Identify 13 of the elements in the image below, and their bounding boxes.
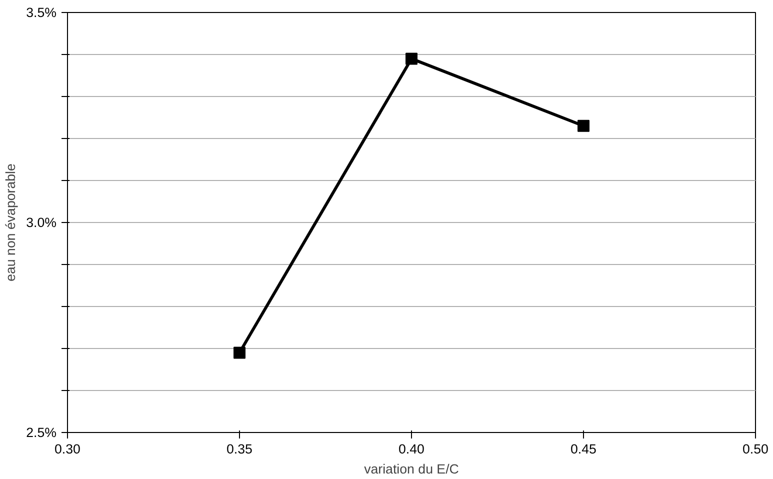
x-tick-label: 0.50 xyxy=(742,442,768,456)
y-axis-title: eau non évaporable xyxy=(3,164,18,282)
y-tick-label: 3.5% xyxy=(26,5,57,20)
point xyxy=(578,120,590,132)
x-tick-label: 0.35 xyxy=(226,442,252,456)
x-tick-label: 0.30 xyxy=(54,442,80,456)
y-tick-label: 3.0% xyxy=(26,215,57,230)
point xyxy=(406,52,418,65)
x-tick-label: 0.45 xyxy=(570,442,596,456)
point xyxy=(234,346,246,359)
y-tick-label: 2.5% xyxy=(26,425,57,440)
x-tick-label: 0.40 xyxy=(398,442,424,456)
x-axis-title: variation du E/C xyxy=(364,462,460,476)
